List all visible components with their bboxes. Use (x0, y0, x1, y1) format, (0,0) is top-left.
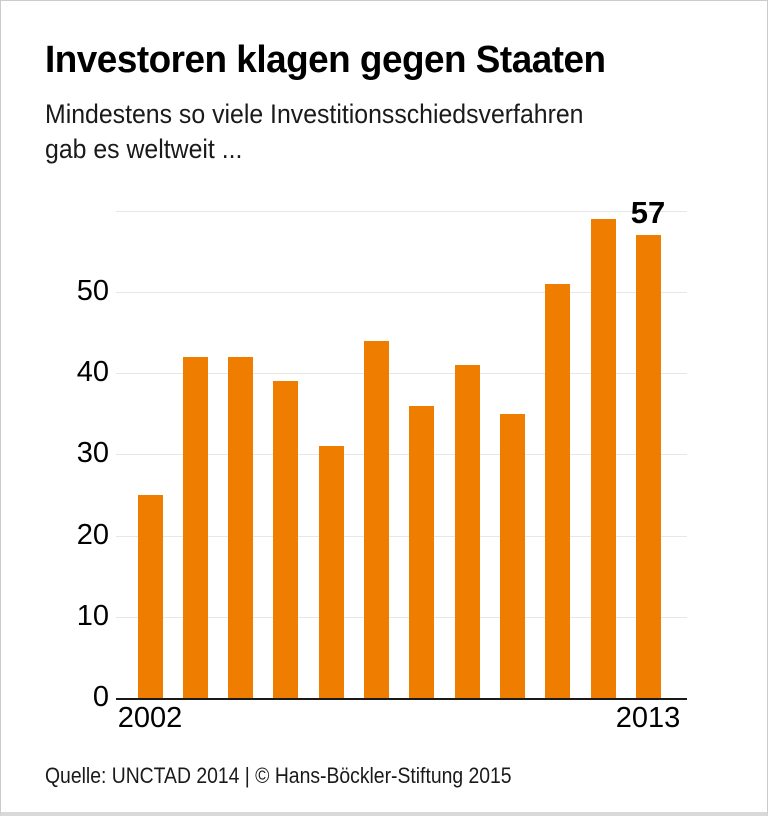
bar-2009 (455, 365, 480, 698)
y-axis-label-0: 0 (92, 681, 109, 713)
bar-2010 (500, 414, 525, 698)
gridline-10 (116, 617, 687, 618)
x-axis-label-2013: 2013 (615, 702, 681, 734)
x-axis-label-2002: 2002 (117, 702, 183, 734)
page-title: Investoren klagen gegen Staaten (45, 39, 606, 81)
bar-2007 (364, 341, 389, 698)
y-axis-label-10: 10 (76, 600, 109, 632)
subtitle-line-1: Mindestens so viele Investitionsschiedsv… (45, 99, 584, 129)
chart-subtitle: Mindestens so viele Investitionsschiedsv… (45, 97, 630, 167)
bar-2006 (319, 446, 344, 698)
gridline-20 (116, 536, 687, 537)
gridline-30 (116, 454, 687, 455)
gridline-50 (116, 292, 687, 293)
y-axis-label-30: 30 (76, 437, 109, 469)
bar-2011 (545, 284, 570, 698)
bar-2012 (591, 219, 616, 698)
source-note: Quelle: UNCTAD 2014 | © Hans-Böckler-Sti… (45, 763, 512, 788)
bar-value-label: 57 (630, 195, 666, 230)
gridline-40 (116, 373, 687, 374)
y-axis-label-40: 40 (76, 356, 109, 388)
bar-2008 (409, 406, 434, 698)
y-axis-label-20: 20 (76, 519, 109, 551)
bar-2002 (138, 495, 163, 698)
bar-2004 (228, 357, 253, 698)
bar-2005 (273, 381, 298, 698)
bar-2013 (636, 235, 661, 698)
gridline-60 (116, 211, 687, 212)
subtitle-line-2: gab es weltweit ... (45, 134, 243, 164)
bar-chart-plot-area: 0 10 20 30 40 50 2002 2013 57 (77, 197, 687, 733)
bar-2003 (183, 357, 208, 698)
y-axis-label-50: 50 (76, 275, 109, 307)
